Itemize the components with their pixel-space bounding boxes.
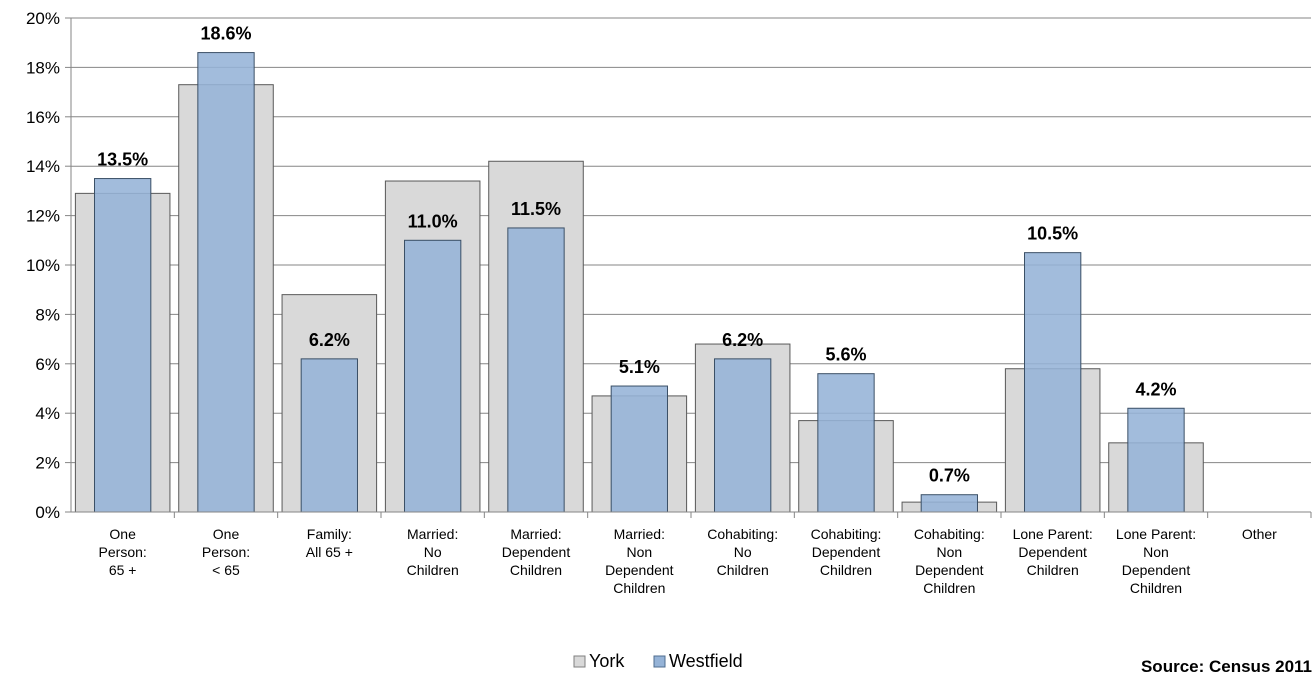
data-label-westfield: 10.5% bbox=[1027, 224, 1078, 244]
legend-label-westfield: Westfield bbox=[669, 651, 743, 671]
data-label-westfield: 0.7% bbox=[929, 466, 970, 486]
y-tick-label: 2% bbox=[35, 454, 60, 473]
y-axis: 0% 2% 4% 6% 8% 10% 12% 14% 16% 18% 20% bbox=[26, 9, 71, 522]
bar-westfield bbox=[198, 53, 254, 512]
data-label-westfield: 11.5% bbox=[511, 199, 561, 219]
legend-swatch-westfield bbox=[654, 656, 665, 667]
bar-westfield bbox=[508, 228, 564, 512]
bar-westfield bbox=[95, 179, 151, 512]
category-label: Other bbox=[1242, 526, 1277, 542]
bar-westfield bbox=[715, 359, 771, 512]
bar-westfield bbox=[921, 495, 977, 512]
category-label: Married: Non Dependent Children bbox=[605, 526, 674, 596]
y-tick-label: 0% bbox=[35, 503, 60, 522]
data-label-westfield: 6.2% bbox=[309, 330, 350, 350]
category-label: Married: No Children bbox=[407, 526, 459, 578]
y-tick-label: 16% bbox=[26, 108, 60, 127]
bar-westfield bbox=[301, 359, 357, 512]
category-label: Lone Parent: Dependent Children bbox=[1013, 526, 1093, 578]
data-label-westfield: 18.6% bbox=[200, 24, 251, 44]
category-label: Cohabiting: Non Dependent Children bbox=[914, 526, 985, 596]
legend: York Westfield bbox=[574, 651, 743, 671]
data-label-westfield: 5.6% bbox=[825, 345, 866, 365]
y-tick-label: 12% bbox=[26, 207, 60, 226]
bar-westfield bbox=[1025, 253, 1081, 512]
data-label-westfield: 13.5% bbox=[97, 150, 148, 170]
category-label: Married: Dependent Children bbox=[502, 526, 571, 578]
bar-westfield bbox=[611, 386, 667, 512]
y-tick-label: 10% bbox=[26, 256, 60, 275]
data-label-westfield: 4.2% bbox=[1135, 379, 1176, 399]
legend-swatch-york bbox=[574, 656, 585, 667]
category-label: Cohabiting: Dependent Children bbox=[811, 526, 882, 578]
y-tick-label: 20% bbox=[26, 9, 60, 28]
y-tick-label: 14% bbox=[26, 157, 60, 176]
bar-westfield bbox=[405, 240, 461, 512]
data-label-westfield: 6.2% bbox=[722, 330, 763, 350]
legend-label-york: York bbox=[589, 651, 625, 671]
category-label: One Person: 65 + bbox=[99, 526, 147, 578]
x-axis: One Person: 65 + One Person: < 65 Family: All 6… bbox=[71, 512, 1311, 596]
y-tick-label: 18% bbox=[26, 58, 60, 77]
bar-westfield bbox=[818, 374, 874, 512]
y-tick-label: 4% bbox=[35, 404, 60, 423]
y-tick-label: 8% bbox=[35, 305, 60, 324]
source-note: Source: Census 2011 bbox=[1141, 657, 1312, 676]
category-label: Cohabiting: No Children bbox=[707, 526, 778, 578]
data-label-westfield: 11.0% bbox=[408, 211, 458, 231]
y-tick-label: 6% bbox=[35, 355, 60, 374]
category-label: Lone Parent: Non Dependent Children bbox=[1116, 526, 1196, 596]
bar-westfield bbox=[1128, 408, 1184, 512]
category-label: One Person: < 65 bbox=[202, 526, 250, 578]
data-label-westfield: 5.1% bbox=[619, 357, 660, 377]
category-label: Family: All 65 + bbox=[306, 526, 353, 560]
